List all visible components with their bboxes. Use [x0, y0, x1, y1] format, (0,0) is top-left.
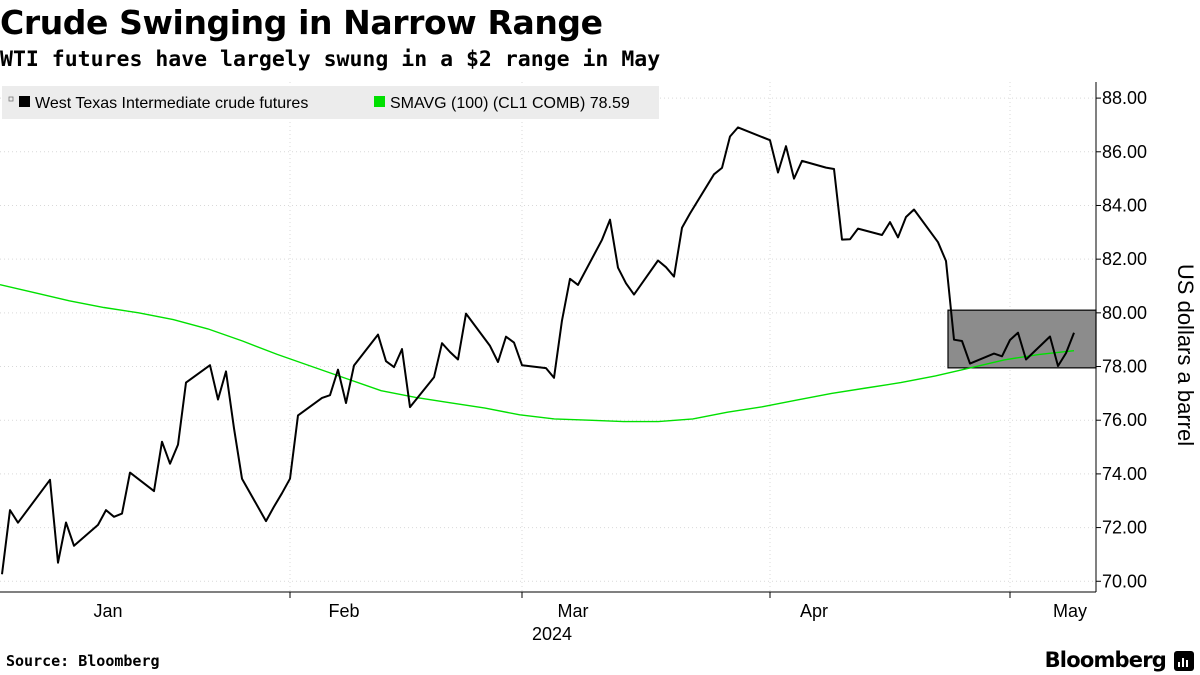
legend-background — [2, 86, 659, 119]
legend-expand-icon — [8, 96, 14, 102]
month-gridlines — [289, 82, 1011, 592]
chart-title: Crude Swinging in Narrow Range — [0, 3, 603, 42]
source-note: Source: Bloomberg — [6, 652, 160, 670]
y-axis-ticks: 70.00 72.00 74.00 76.00 78.00 80.00 82.00 84.00… — [1096, 88, 1147, 591]
y-tick-label-5: 80.00 — [1102, 303, 1147, 323]
x-tick-label-feb: Feb — [328, 601, 359, 621]
bloomberg-logo: Bloomberg — [1044, 648, 1167, 672]
y-tick-label-1: 72.00 — [1102, 518, 1147, 538]
legend: West Texas Intermediate crude futures SM… — [2, 86, 659, 119]
range-highlight-box — [947, 309, 1097, 369]
x-tick-label-may: May — [1053, 601, 1087, 621]
y-tick-label-3: 76.00 — [1102, 410, 1147, 430]
legend-entry-smavg: SMAVG (100) (CL1 COMB) 78.59 — [374, 95, 630, 112]
chart-subtitle: WTI futures have largely swung in a $2 r… — [0, 47, 661, 72]
black-square-icon — [19, 96, 30, 107]
y-tick-label-8: 86.00 — [1102, 142, 1147, 162]
y-tick-label-4: 78.00 — [1102, 357, 1147, 377]
x-tick-label-apr: Apr — [800, 601, 828, 621]
x-tick-label-mar: Mar — [558, 601, 589, 621]
series-line-smavg — [0, 284, 1075, 423]
series-lines — [0, 126, 1075, 575]
series-line-wti — [1, 126, 1075, 575]
x-axis-year-label: 2024 — [532, 624, 572, 644]
y-tick-label-9: 88.00 — [1102, 88, 1147, 108]
y-tick-label-2: 74.00 — [1102, 464, 1147, 484]
y-tick-label-0: 70.00 — [1102, 571, 1147, 591]
gridlines — [0, 97, 1096, 582]
legend-label-smavg: SMAVG (100) (CL1 COMB) 78.59 — [390, 95, 630, 112]
y-tick-label-7: 84.00 — [1102, 195, 1147, 215]
x-axis-ticks: Jan Feb Mar Apr May — [93, 592, 1087, 621]
green-square-icon — [374, 96, 385, 107]
legend-label-wti: West Texas Intermediate crude futures — [35, 95, 308, 112]
legend-entry-wti: West Texas Intermediate crude futures — [8, 95, 308, 112]
y-axis-title: US dollars a barrel — [1173, 264, 1198, 446]
bloomberg-bars-icon — [1174, 651, 1194, 671]
y-tick-label-6: 82.00 — [1102, 249, 1147, 269]
x-tick-label-jan: Jan — [93, 601, 122, 621]
